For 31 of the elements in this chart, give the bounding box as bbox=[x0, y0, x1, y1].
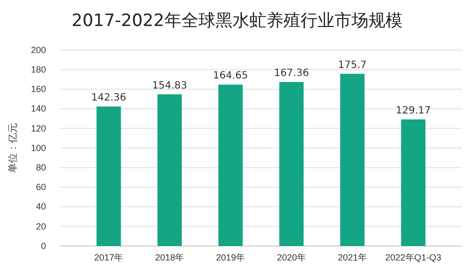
y-tick-label: 160 bbox=[30, 84, 46, 94]
y-tick-label: 140 bbox=[30, 104, 46, 114]
y-tick-label: 200 bbox=[30, 44, 46, 55]
bar bbox=[157, 94, 182, 246]
chart-title: 2017-2022年全球黑水虻养殖行业市场规模 bbox=[72, 11, 402, 31]
y-tick-label: 180 bbox=[30, 64, 46, 74]
data-label: 154.83 bbox=[152, 80, 188, 92]
y-tick-label: 100 bbox=[30, 142, 46, 153]
x-tick-label: 2020年 bbox=[276, 252, 306, 262]
y-tick-label: 80 bbox=[36, 162, 46, 172]
data-label: 164.65 bbox=[213, 70, 248, 82]
y-tick-label: 40 bbox=[36, 202, 46, 212]
bar bbox=[218, 84, 243, 246]
y-tick-label: 20 bbox=[36, 221, 46, 232]
bar bbox=[96, 106, 121, 246]
x-tick-label: 2017年 bbox=[94, 252, 124, 262]
y-tick-label: 120 bbox=[30, 123, 46, 134]
y-tick-label: 0 bbox=[40, 240, 46, 251]
x-tick-label: 2021年 bbox=[338, 252, 367, 262]
data-label: 167.36 bbox=[274, 68, 309, 79]
x-tick-label: 2019年 bbox=[216, 252, 246, 262]
y-tick-label: 60 bbox=[36, 182, 46, 192]
bar bbox=[401, 119, 426, 246]
data-label: 142.36 bbox=[91, 92, 126, 104]
data-label: 129.17 bbox=[396, 105, 431, 116]
bar bbox=[340, 74, 365, 246]
y-axis-title: 单位：亿元 bbox=[7, 123, 19, 173]
x-tick-label: 2022年Q1-Q3 bbox=[385, 252, 442, 262]
data-label: 175.7 bbox=[338, 60, 367, 71]
bar bbox=[279, 82, 304, 246]
x-tick-label: 2018年 bbox=[155, 252, 184, 262]
